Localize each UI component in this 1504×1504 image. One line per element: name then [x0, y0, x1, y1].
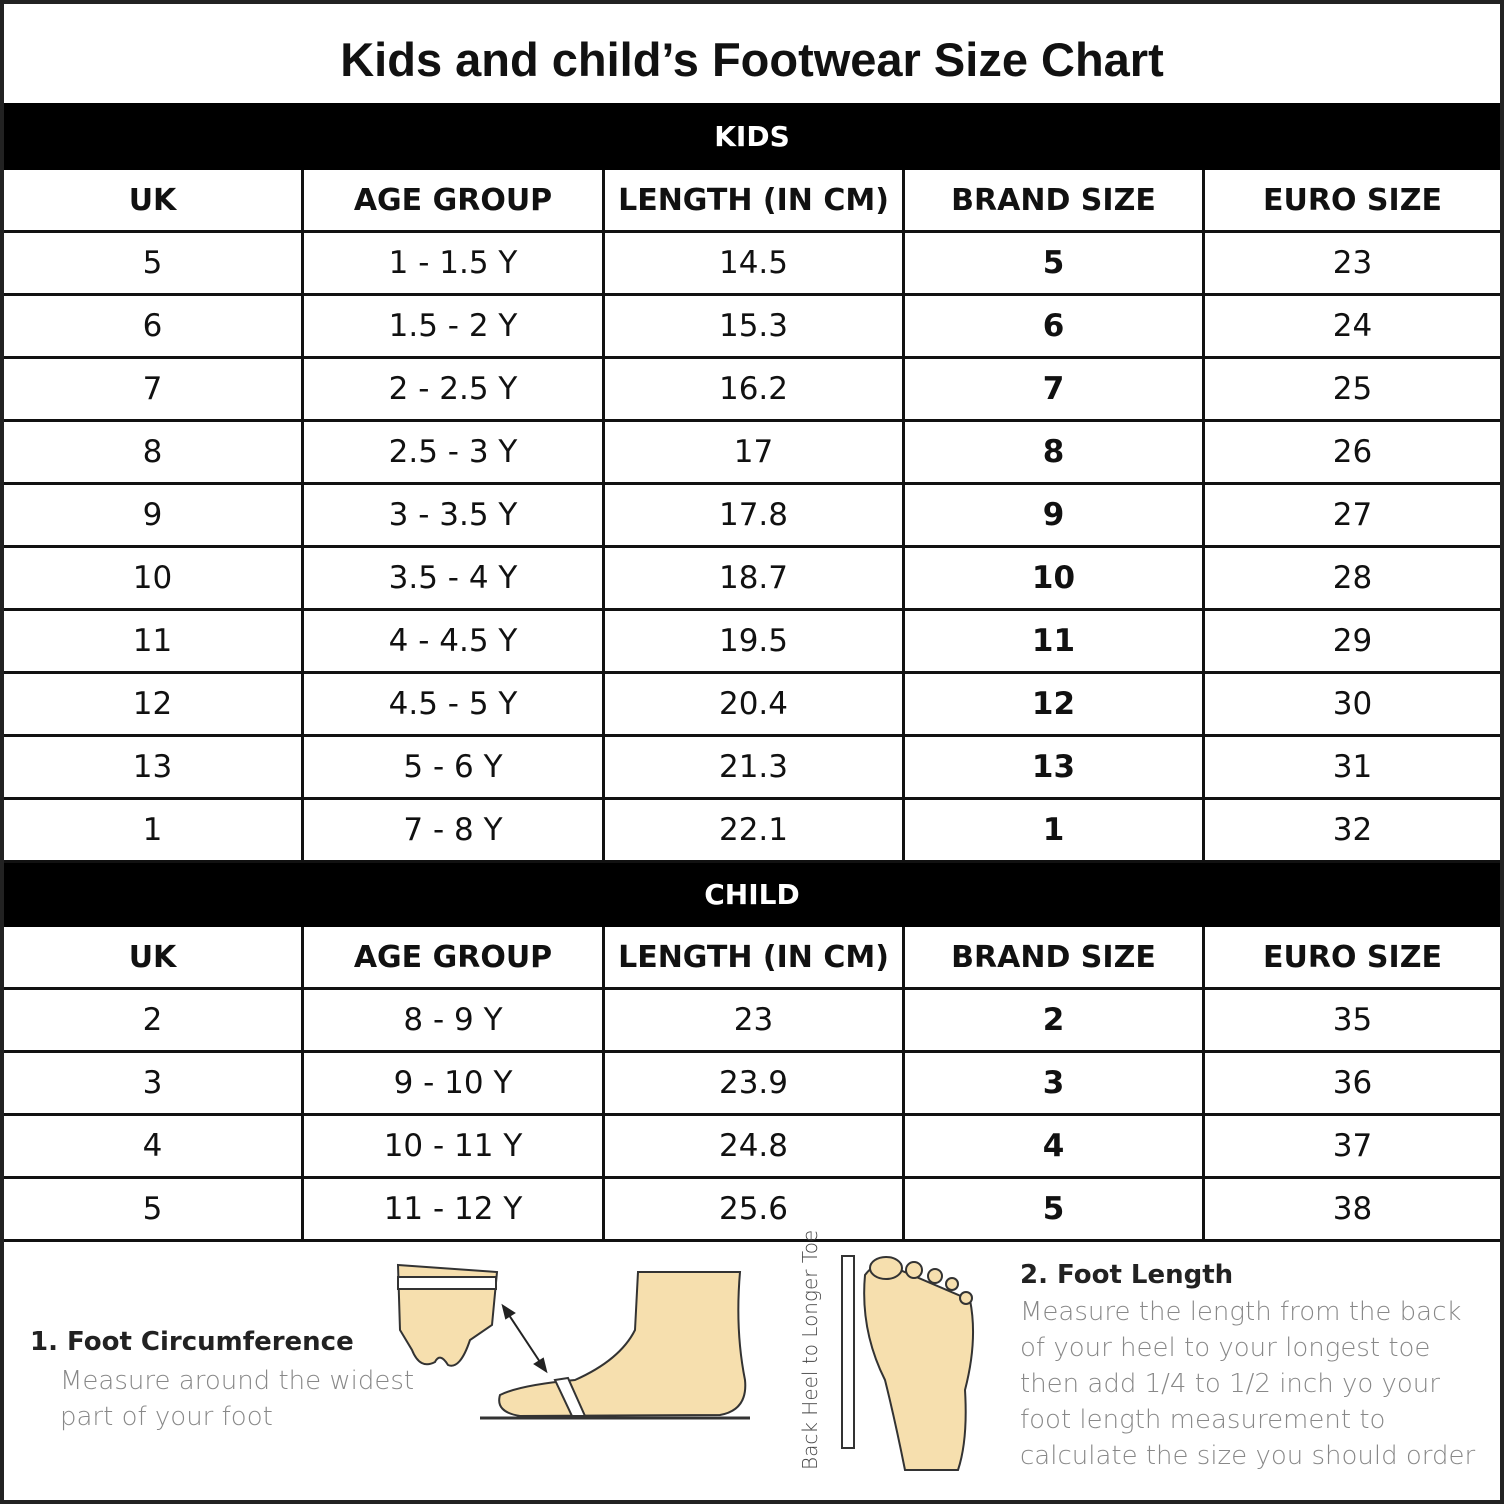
table-cell: 19.5 — [605, 611, 905, 674]
table-cell: 36 — [1205, 1053, 1500, 1116]
table-cell: 24.8 — [605, 1116, 905, 1179]
header-cell: AGE GROUP — [304, 927, 605, 990]
table-cell: 15.3 — [605, 296, 905, 359]
table-cell: 2 — [4, 990, 304, 1053]
table-cell: 5 — [905, 1179, 1205, 1242]
header-cell: BRAND SIZE — [905, 170, 1205, 233]
table-cell: 20.4 — [605, 674, 905, 737]
table-cell: 30 — [1205, 674, 1500, 737]
table-cell: 22.1 — [605, 800, 905, 863]
table-cell: 12 — [905, 674, 1205, 737]
table-cell: 32 — [1205, 800, 1500, 863]
header-cell: LENGTH (IN CM) — [605, 927, 905, 990]
table-cell: 17 — [605, 422, 905, 485]
header-cell: UK — [4, 170, 304, 233]
table-cell: 2 - 2.5 Y — [304, 359, 605, 422]
header-cell: UK — [4, 927, 304, 990]
table-cell: 8 - 9 Y — [304, 990, 605, 1053]
table-cell: 1.5 - 2 Y — [304, 296, 605, 359]
header-cell: EURO SIZE — [1205, 927, 1500, 990]
table-cell: 11 — [905, 611, 1205, 674]
table-cell: 10 — [4, 548, 304, 611]
table-cell: 23.9 — [605, 1053, 905, 1116]
circumference-title: 1. Foot Circumference — [30, 1327, 354, 1357]
table-cell: 31 — [1205, 737, 1500, 800]
table-cell: 37 — [1205, 1116, 1500, 1179]
table-cell: 23 — [1205, 233, 1500, 296]
table-cell: 35 — [1205, 990, 1500, 1053]
header-cell: AGE GROUP — [304, 170, 605, 233]
table-cell: 3 - 3.5 Y — [304, 485, 605, 548]
table-cell: 6 — [4, 296, 304, 359]
table-cell: 27 — [1205, 485, 1500, 548]
circumference-text: Measure around the widest part of your f… — [60, 1366, 415, 1432]
table-cell: 1 — [4, 800, 304, 863]
table-cell: 26 — [1205, 422, 1500, 485]
section-title: CHILD — [4, 863, 1500, 927]
table-cell: 13 — [905, 737, 1205, 800]
table-cell: 23 — [605, 990, 905, 1053]
table-cell: 10 — [905, 548, 1205, 611]
table-cell: 1 - 1.5 Y — [304, 233, 605, 296]
table-cell: 18.7 — [605, 548, 905, 611]
table-cell: 10 - 11 Y — [304, 1116, 605, 1179]
table-cell: 6 — [905, 296, 1205, 359]
table-cell: 11 - 12 Y — [304, 1179, 605, 1242]
table-cell: 5 — [905, 233, 1205, 296]
table-cell: 25.6 — [605, 1179, 905, 1242]
header-cell: LENGTH (IN CM) — [605, 170, 905, 233]
table-cell: 21.3 — [605, 737, 905, 800]
table-cell: 5 — [4, 233, 304, 296]
table-cell: 38 — [1205, 1179, 1500, 1242]
table-cell: 9 — [905, 485, 1205, 548]
table-cell: 29 — [1205, 611, 1500, 674]
length-title: 2. Foot Length — [1020, 1260, 1234, 1290]
table-cell: 3 — [905, 1053, 1205, 1116]
table-cell: 7 - 8 Y — [304, 800, 605, 863]
table-cell: 4.5 - 5 Y — [304, 674, 605, 737]
table-cell: 13 — [4, 737, 304, 800]
table-cell: 2 — [905, 990, 1205, 1053]
ruler-label: Back Heel to Longer Toe — [798, 1229, 822, 1470]
title: Kids and child’s Footwear Size Chart — [340, 33, 1164, 86]
table-cell: 4 — [4, 1116, 304, 1179]
header-cell: BRAND SIZE — [905, 927, 1205, 990]
table-cell: 9 - 10 Y — [304, 1053, 605, 1116]
table-cell: 12 — [4, 674, 304, 737]
table-cell: 1 — [905, 800, 1205, 863]
table-cell: 5 - 6 Y — [304, 737, 605, 800]
table-cell: 2.5 - 3 Y — [304, 422, 605, 485]
table-cell: 4 - 4.5 Y — [304, 611, 605, 674]
table-cell: 16.2 — [605, 359, 905, 422]
table-cell: 4 — [905, 1116, 1205, 1179]
table-cell: 8 — [4, 422, 304, 485]
length-text: Measure the length from the back of your… — [1020, 1297, 1476, 1471]
table-cell: 7 — [4, 359, 304, 422]
header-cell: EURO SIZE — [1205, 170, 1500, 233]
table-cell: 3 — [4, 1053, 304, 1116]
section-title: KIDS — [4, 103, 1500, 170]
table-cell: 11 — [4, 611, 304, 674]
table-cell: 8 — [905, 422, 1205, 485]
table-cell: 25 — [1205, 359, 1500, 422]
table-cell: 14.5 — [605, 233, 905, 296]
table-cell: 9 — [4, 485, 304, 548]
table-cell: 7 — [905, 359, 1205, 422]
table-cell: 17.8 — [605, 485, 905, 548]
table-cell: 28 — [1205, 548, 1500, 611]
table-cell: 5 — [4, 1179, 304, 1242]
table-cell: 3.5 - 4 Y — [304, 548, 605, 611]
table-cell: 24 — [1205, 296, 1500, 359]
